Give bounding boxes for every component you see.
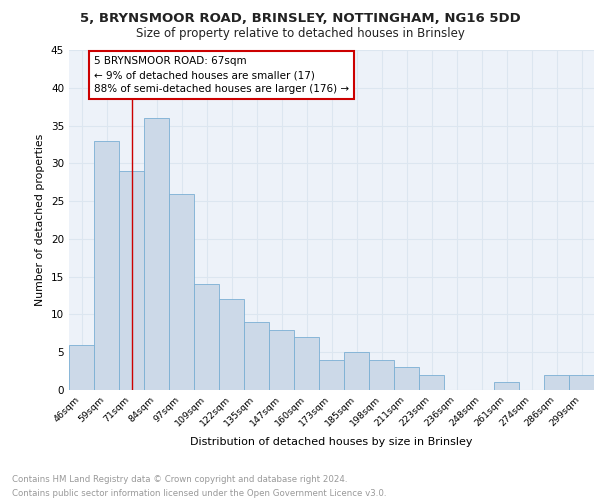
Bar (569, 375, 594, 390)
Bar (319, 360, 344, 390)
Bar (344, 352, 369, 390)
Bar (544, 375, 569, 390)
Bar (244, 322, 269, 390)
Bar (294, 337, 319, 390)
Text: Contains HM Land Registry data © Crown copyright and database right 2024.
Contai: Contains HM Land Registry data © Crown c… (12, 476, 386, 498)
Y-axis label: Number of detached properties: Number of detached properties (35, 134, 46, 306)
Bar (394, 368, 419, 390)
X-axis label: Distribution of detached houses by size in Brinsley: Distribution of detached houses by size … (190, 436, 473, 446)
Bar (69, 344, 94, 390)
Bar (269, 330, 294, 390)
Bar (194, 284, 219, 390)
Bar (494, 382, 519, 390)
Bar (119, 171, 144, 390)
Bar (94, 140, 119, 390)
Text: 5, BRYNSMOOR ROAD, BRINSLEY, NOTTINGHAM, NG16 5DD: 5, BRYNSMOOR ROAD, BRINSLEY, NOTTINGHAM,… (80, 12, 520, 26)
Text: Size of property relative to detached houses in Brinsley: Size of property relative to detached ho… (136, 28, 464, 40)
Bar (169, 194, 194, 390)
Bar (219, 300, 244, 390)
Bar (144, 118, 169, 390)
Bar (369, 360, 394, 390)
Bar (419, 375, 444, 390)
Text: 5 BRYNSMOOR ROAD: 67sqm
← 9% of detached houses are smaller (17)
88% of semi-det: 5 BRYNSMOOR ROAD: 67sqm ← 9% of detached… (94, 56, 349, 94)
